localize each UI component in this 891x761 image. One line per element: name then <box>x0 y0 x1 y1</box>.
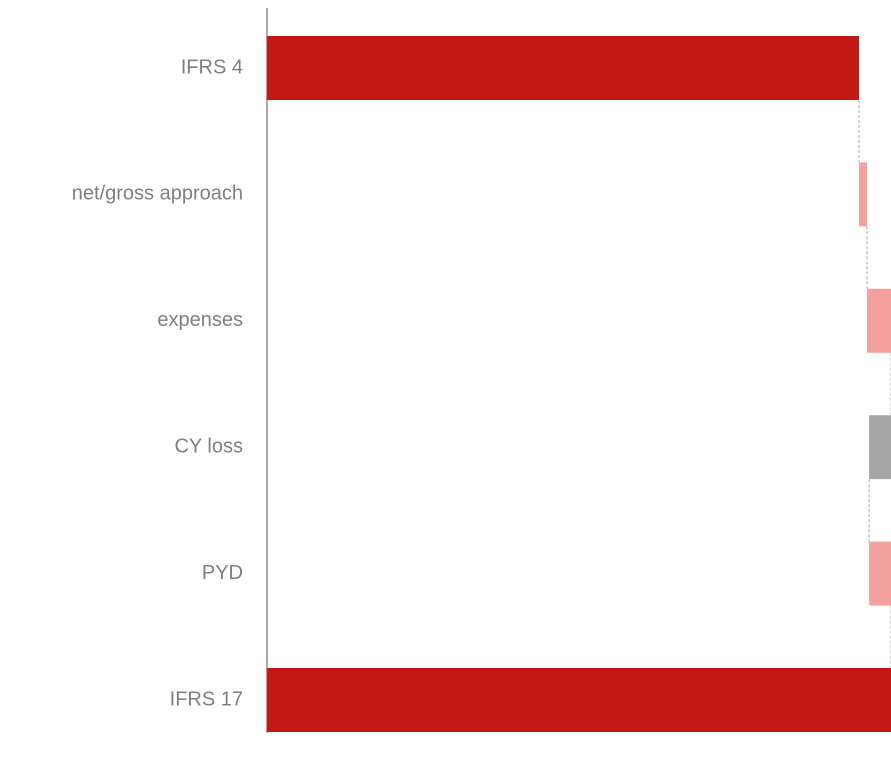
category-label: net/gross approach <box>72 183 243 205</box>
bar <box>267 36 860 100</box>
bar <box>859 162 868 227</box>
bar <box>867 288 891 353</box>
category-label: IFRS 17 <box>170 688 243 710</box>
bar <box>869 415 891 480</box>
category-label: PYD <box>202 562 243 584</box>
category-label: expenses <box>157 309 243 331</box>
category-label: IFRS 4 <box>181 56 243 78</box>
bar <box>267 668 891 732</box>
bar <box>869 541 891 606</box>
category-label: CY loss <box>174 435 243 457</box>
